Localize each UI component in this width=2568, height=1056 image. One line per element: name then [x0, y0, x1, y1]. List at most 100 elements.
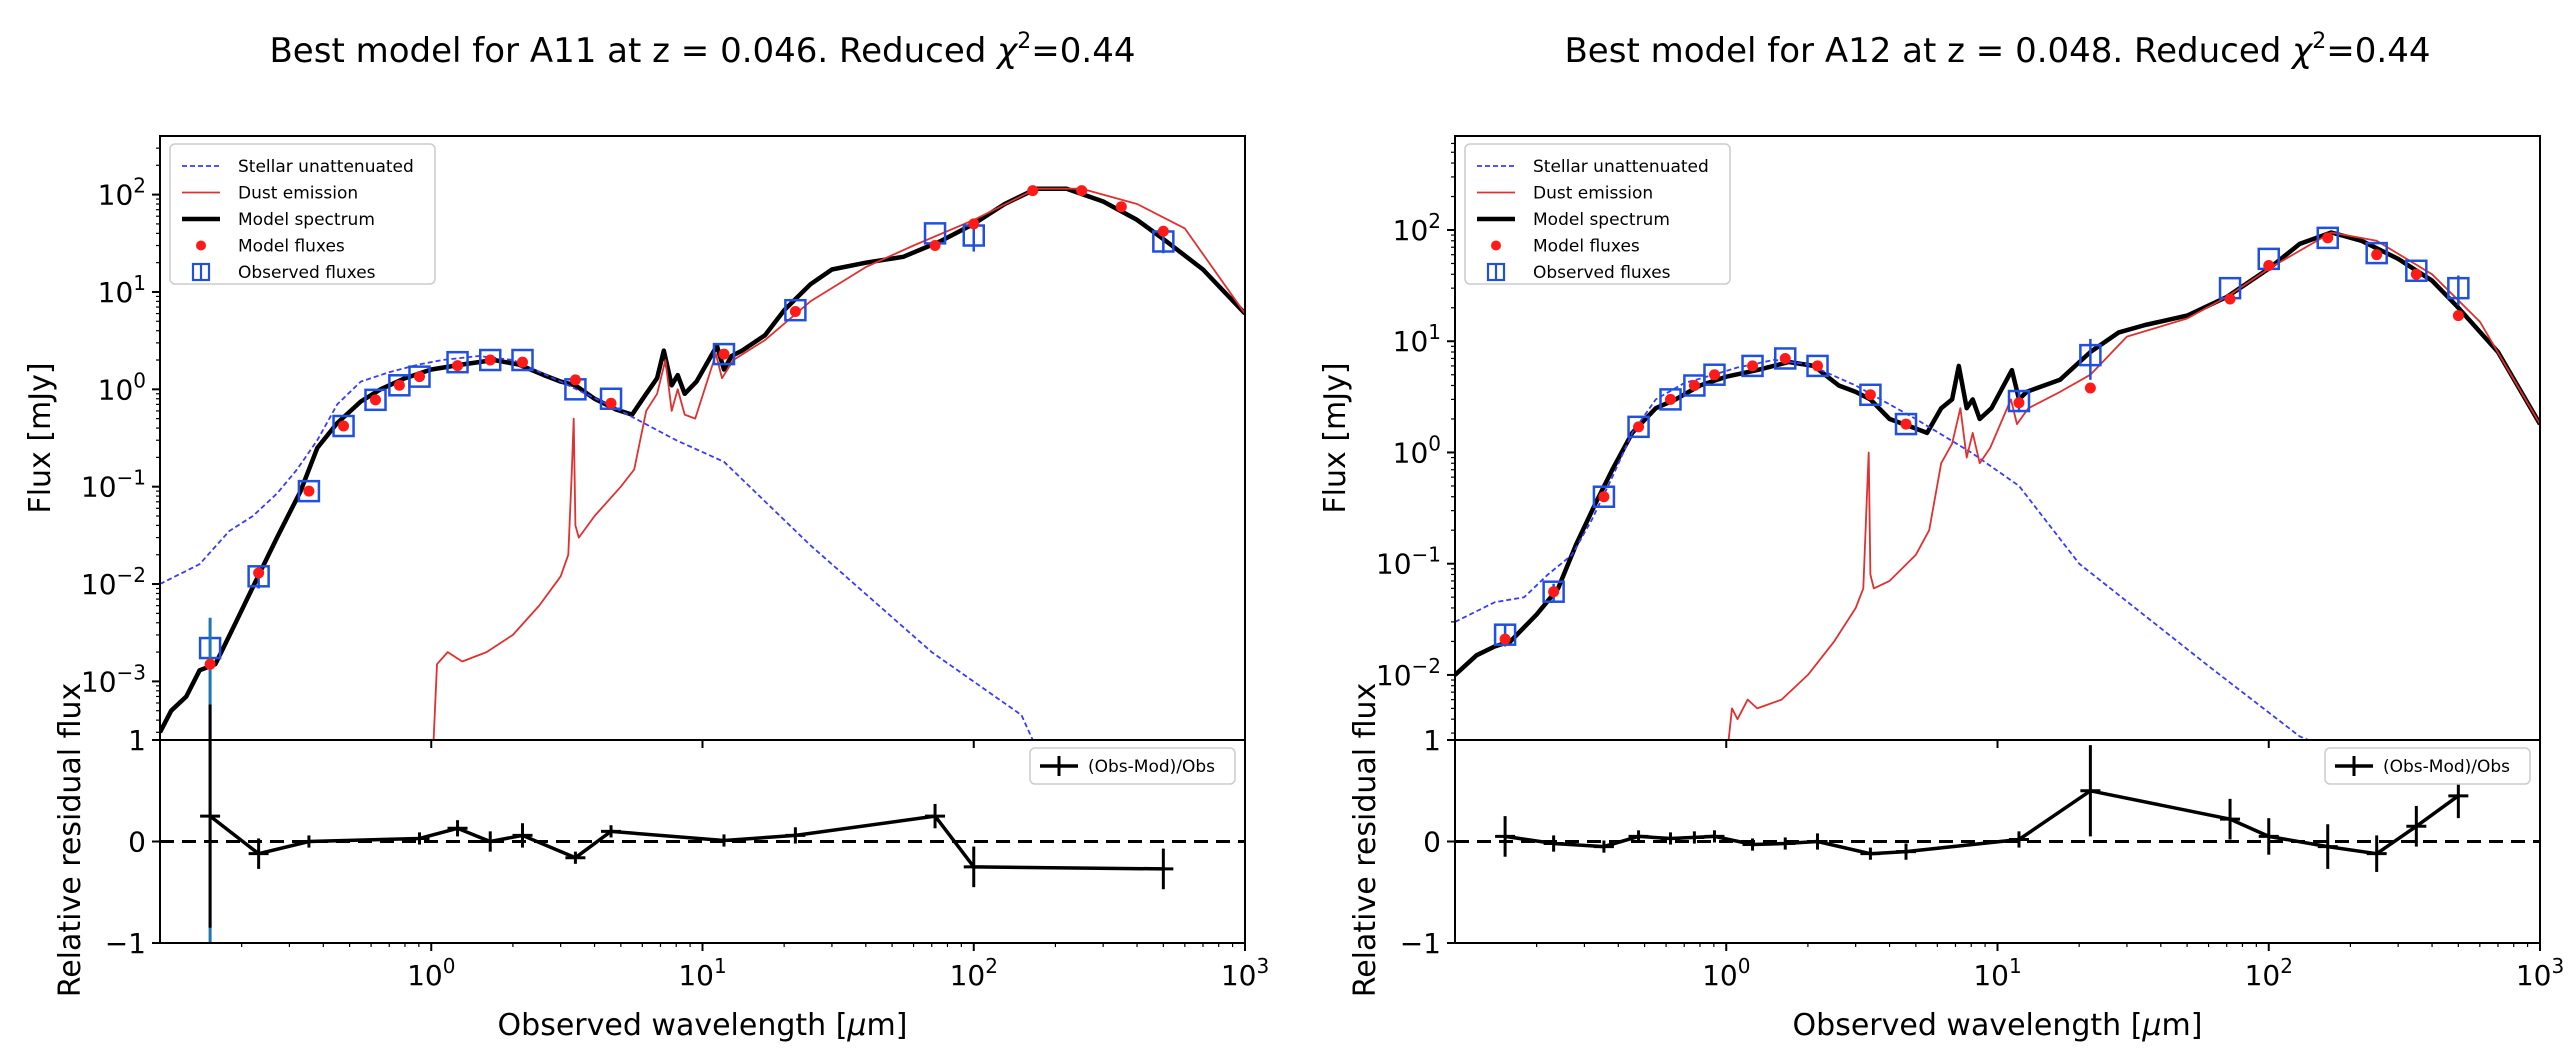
x-tick-exp: 2 — [985, 954, 998, 978]
x-tick-base: 10 — [950, 959, 986, 992]
observed-flux-point — [1894, 412, 1918, 436]
y-tick-base: 10 — [1393, 436, 1429, 469]
legend-label: Dust emission — [238, 184, 358, 204]
model-flux-point — [1027, 185, 1039, 197]
y-tick-base: 10 — [81, 471, 117, 504]
observed-flux-point — [511, 348, 534, 372]
x-axis-label-tail: m] — [867, 1008, 908, 1043]
model-flux-point — [1548, 586, 1560, 598]
chart-title-main: Best model for A12 at z = 0.048. Reduced — [1564, 31, 2292, 71]
model-flux-point — [1708, 369, 1720, 381]
model-flux-point — [452, 360, 464, 372]
model-flux-point — [370, 394, 382, 406]
chart-panel-A11: Best model for A11 at z = 0.046. Reduced… — [23, 29, 1269, 1043]
y-tick-exp: −1 — [117, 466, 146, 490]
observed-flux-point — [1542, 580, 1565, 603]
model-flux-point — [1633, 421, 1645, 433]
y-tick-exp: 0 — [1428, 431, 1441, 455]
legend-label: Stellar unattenuated — [1533, 157, 1709, 177]
y-tick-label: 100 — [1393, 431, 1441, 469]
x-tick-base: 10 — [1973, 959, 2009, 992]
legend-label: Dust emission — [1533, 184, 1653, 204]
legend-box: Stellar unattenuated Dust emission Model s… — [1464, 143, 1731, 285]
chart-panel-A12: Best model for A12 at z = 0.048. Reduced… — [1318, 29, 2564, 1043]
observed-flux-point — [599, 387, 623, 411]
x-tick-label: 103 — [1221, 954, 1269, 992]
model-flux-point — [517, 356, 529, 368]
x-axis-label: Observed wavelength [μm] — [1793, 1008, 2203, 1043]
model-flux-point — [393, 379, 405, 391]
x-tick-label: 100 — [407, 954, 455, 992]
legend-handle-model-fluxes — [1491, 240, 1501, 251]
x-tick-exp: 3 — [2551, 954, 2564, 978]
residual-legend-label: (Obs-Mod)/Obs — [1088, 757, 1215, 777]
observed-flux-point — [1493, 623, 1517, 646]
x-tick-exp: 1 — [2009, 954, 2022, 978]
y-tick-exp: 1 — [1428, 320, 1441, 344]
residual-legend-frame — [1029, 747, 1236, 785]
res-tick-label: −1 — [105, 927, 146, 960]
residual-legend: (Obs-Mod)/Obs — [1029, 747, 1236, 785]
model-flux-point — [789, 306, 801, 318]
y-tick-base: 10 — [1376, 659, 1412, 692]
legend-label: Stellar unattenuated — [238, 157, 414, 177]
model-flux-point — [2224, 293, 2236, 305]
y-tick-label: 10−1 — [81, 466, 146, 504]
res-tick-label: 0 — [128, 826, 146, 859]
y-axis-label: Flux [mJy] — [23, 362, 58, 513]
x-tick-base: 10 — [1221, 959, 1257, 992]
x-tick-base: 10 — [2516, 959, 2552, 992]
x-tick-base: 10 — [678, 959, 714, 992]
res-tick-label: 1 — [1423, 724, 1441, 757]
legend-label: Model spectrum — [1533, 210, 1670, 230]
y-tick-exp: 1 — [133, 271, 146, 295]
chart-title-chi: χ — [995, 31, 1019, 71]
legend-label: Observed fluxes — [1533, 263, 1671, 283]
model-flux-point — [1598, 491, 1610, 503]
observed-flux-point — [1703, 363, 1726, 386]
y-tick-label: 10−2 — [1376, 654, 1441, 692]
model-flux-point — [2263, 259, 2275, 271]
model-flux-point — [1076, 185, 1088, 197]
observed-flux-point — [446, 350, 469, 374]
observed-flux-point — [2365, 241, 2388, 265]
observed-flux-point — [364, 388, 387, 412]
y-tick-exp: 2 — [133, 174, 146, 198]
model-flux-point — [2013, 397, 2025, 409]
model-flux-point — [718, 348, 730, 360]
model-flux-point — [1499, 633, 1511, 645]
model-flux-point — [1812, 360, 1824, 372]
model-flux-point — [2452, 310, 2464, 322]
res-tick-label: 0 — [1423, 826, 1441, 859]
model-flux-point — [1864, 389, 1876, 401]
model-flux-point — [338, 420, 350, 432]
y-tick-exp: −2 — [117, 563, 146, 587]
x-tick-label: 103 — [2516, 954, 2564, 992]
y-tick-base: 10 — [98, 179, 134, 212]
observed-flux-point — [1659, 388, 1682, 411]
chart-title-main: Best model for A11 at z = 0.046. Reduced — [269, 31, 997, 71]
y-tick-exp: −3 — [117, 660, 146, 684]
observed-flux-point — [784, 298, 807, 322]
y-tick-base: 10 — [1393, 325, 1429, 358]
x-tick-label: 100 — [1702, 954, 1750, 992]
observed-flux-point — [1741, 354, 1764, 378]
chart-title: Best model for A11 at z = 0.046. Reduced… — [269, 29, 1135, 71]
chart-title-tail: =0.44 — [2326, 31, 2430, 71]
model-flux-point — [1115, 201, 1127, 213]
x-tick-label: 102 — [950, 954, 998, 992]
observed-flux-point — [1773, 347, 1797, 370]
model-flux-point — [484, 354, 496, 366]
chart-title-chi: χ — [2290, 31, 2314, 71]
x-tick-label: 102 — [2245, 954, 2293, 992]
x-tick-exp: 0 — [443, 954, 456, 978]
x-axis-label: Observed wavelength [μm] — [498, 1008, 908, 1043]
model-flux-point — [413, 371, 425, 383]
residual-legend: (Obs-Mod)/Obs — [2324, 747, 2531, 785]
observed-flux-point — [297, 479, 321, 503]
model-flux-point — [968, 218, 980, 230]
y-tick-label: 10−2 — [81, 563, 146, 601]
model-flux-point — [1747, 360, 1759, 372]
x-axis-label-main: Observed wavelength [ — [498, 1008, 848, 1043]
